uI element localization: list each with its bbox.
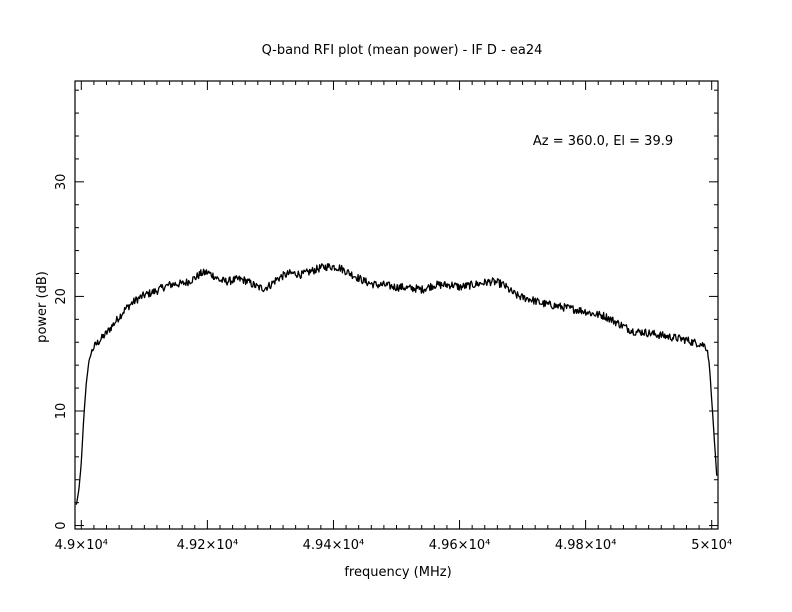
y-tick-label: 20 xyxy=(54,288,69,305)
axis-ticks xyxy=(75,81,718,529)
x-tick-label: 4.94×10⁴ xyxy=(303,538,365,553)
y-tick-label: 0 xyxy=(54,521,69,529)
power-series-line xyxy=(75,263,718,505)
axis-tick-labels: 4.9×10⁴ 4.92×10⁴ 4.94×10⁴ 4.96×10⁴ 4.98×10⁴ 5… xyxy=(54,174,732,553)
y-axis-label: power (dB) xyxy=(35,271,50,343)
pointing-annotation: Az = 360.0, El = 39.9 xyxy=(533,134,673,149)
x-axis-label: frequency (MHz) xyxy=(344,565,451,580)
x-tick-label: 4.98×10⁴ xyxy=(555,538,617,553)
x-tick-label: 4.92×10⁴ xyxy=(177,538,239,553)
x-tick-label: 4.96×10⁴ xyxy=(429,538,491,553)
chart-title: Q-band RFI plot (mean power) - IF D - ea… xyxy=(262,43,543,58)
x-tick-label: 4.9×10⁴ xyxy=(55,538,108,553)
x-tick-label: 5×10⁴ xyxy=(691,538,732,553)
y-tick-label: 10 xyxy=(54,403,69,420)
y-tick-label: 30 xyxy=(54,174,69,191)
data-series xyxy=(75,263,718,505)
